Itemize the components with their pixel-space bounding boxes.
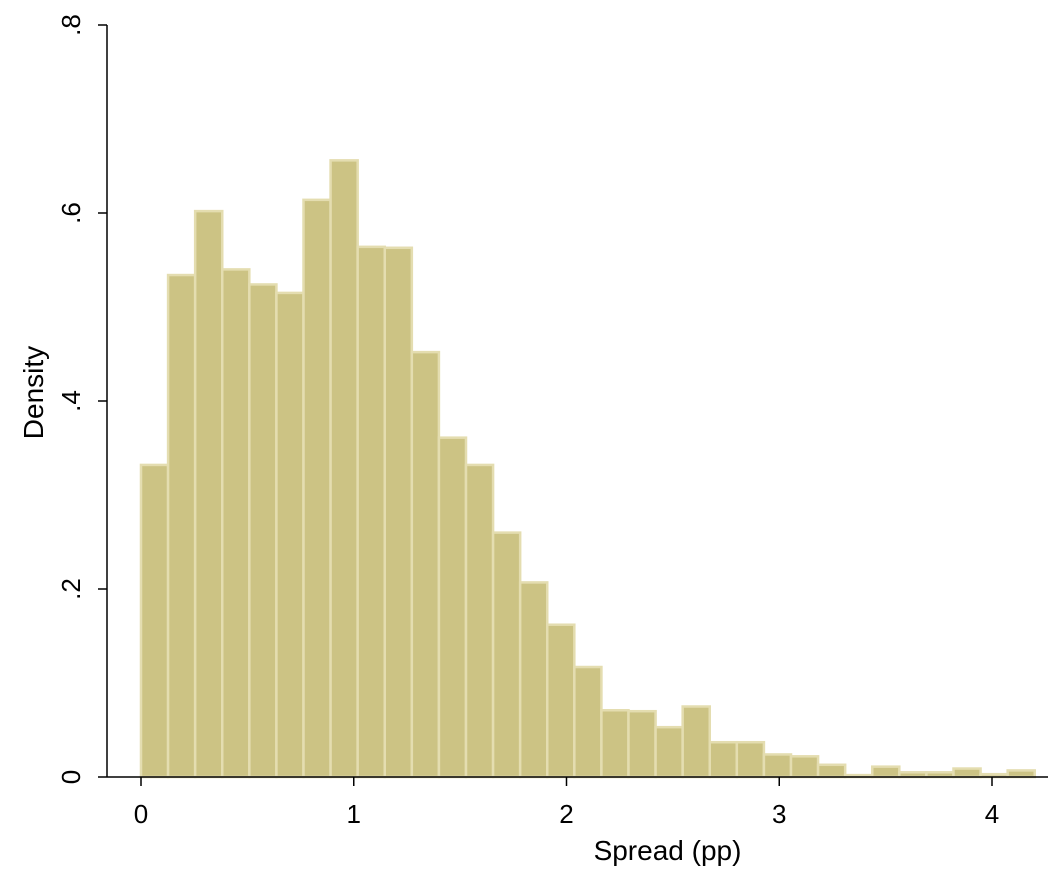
histogram-bar [329, 159, 359, 779]
histogram-bar [383, 246, 414, 779]
histogram-bar [193, 209, 224, 779]
histogram-bar [735, 740, 766, 779]
histogram-bar [789, 755, 820, 779]
histogram-bar [139, 463, 170, 779]
histogram-bar [654, 725, 684, 779]
x-tick-label: 1 [347, 799, 361, 829]
histogram-bar [356, 245, 386, 779]
histogram-bar [491, 531, 522, 779]
y-axis-label: Density [18, 346, 49, 439]
histogram-bar [302, 198, 332, 779]
histogram-bar [275, 291, 305, 779]
x-tick-label: 4 [985, 799, 999, 829]
histogram-bar [1006, 769, 1036, 779]
x-tick-label: 3 [772, 799, 786, 829]
y-axis-ticks: 0 .2 .4 .6 .8 [56, 14, 107, 784]
histogram-bar [816, 763, 847, 779]
histogram-bar [681, 705, 711, 779]
histogram-bar [952, 767, 982, 779]
x-tick-label: 0 [134, 799, 148, 829]
histogram-bar [600, 709, 630, 779]
histogram-bar [762, 753, 793, 779]
histogram-bar [518, 581, 549, 779]
y-tick-label: 0 [56, 770, 86, 784]
y-tick-label: .2 [56, 578, 86, 600]
histogram-bar [870, 765, 901, 779]
histogram-bar [708, 740, 739, 779]
histogram-bar [437, 436, 468, 779]
histogram-bar [573, 665, 603, 779]
histogram-bar [248, 283, 278, 779]
x-axis-ticks: 0 1 2 3 4 [134, 777, 999, 829]
histogram-bar [220, 268, 251, 779]
histogram-bar [464, 463, 495, 779]
histogram-bars [139, 159, 1036, 779]
histogram-bar [410, 350, 441, 779]
histogram-bar [545, 623, 576, 779]
histogram-bar [627, 709, 657, 779]
x-axis-label: Spread (pp) [594, 835, 742, 866]
y-tick-label: .6 [56, 202, 86, 224]
x-tick-label: 2 [559, 799, 573, 829]
y-tick-label: .4 [56, 390, 86, 412]
histogram-bar [166, 273, 197, 779]
y-tick-label: .8 [56, 14, 86, 36]
